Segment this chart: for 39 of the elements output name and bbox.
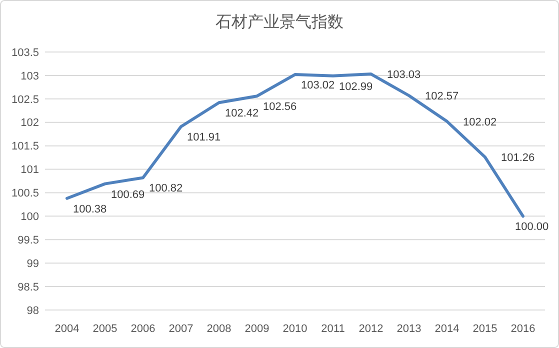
x-tick-label: 2007 <box>168 323 194 335</box>
x-tick-label: 2013 <box>396 323 422 335</box>
data-label: 101.91 <box>187 132 221 144</box>
data-label: 100.00 <box>515 221 549 234</box>
y-tick-label: 101 <box>20 164 39 176</box>
data-label: 102.02 <box>463 116 497 128</box>
y-tick-label: 102.5 <box>11 94 39 106</box>
x-tick-label: 2011 <box>321 323 345 335</box>
data-label: 102.99 <box>339 80 373 93</box>
x-tick-label: 2005 <box>92 323 118 335</box>
data-label: 102.42 <box>225 108 259 120</box>
data-label: 102.56 <box>263 101 297 114</box>
x-tick-label: 2015 <box>472 323 498 335</box>
chart-title: 石材产业景气指数 <box>216 13 344 31</box>
data-label: 100.38 <box>73 203 107 216</box>
x-tick-label: 2012 <box>358 323 384 335</box>
data-label: 101.26 <box>501 152 535 164</box>
x-tick-label: 2009 <box>244 323 270 335</box>
data-label: 102.57 <box>425 90 459 103</box>
y-tick-label: 103 <box>20 70 39 82</box>
x-tick-label: 2016 <box>510 323 536 335</box>
y-tick-label: 100 <box>20 211 39 224</box>
x-tick-label: 2004 <box>54 323 80 335</box>
y-tick-label: 99 <box>26 258 39 270</box>
x-tick-label: 2008 <box>206 323 232 335</box>
data-label: 103.03 <box>387 69 421 82</box>
x-tick-label: 2006 <box>130 323 156 335</box>
data-label: 103.02 <box>301 80 335 92</box>
y-tick-label: 98 <box>26 304 39 317</box>
x-tick-label: 2014 <box>434 323 460 335</box>
y-tick-label: 98.5 <box>18 281 39 294</box>
data-label: 100.69 <box>111 188 145 201</box>
x-tick-label: 2010 <box>282 323 308 335</box>
data-label: 100.82 <box>149 182 183 195</box>
y-tick-label: 101.5 <box>11 140 39 153</box>
y-tick-label: 103.5 <box>11 46 39 59</box>
y-tick-label: 99.5 <box>18 234 39 246</box>
y-tick-label: 102 <box>20 117 39 130</box>
y-tick-label: 100.5 <box>11 188 39 200</box>
